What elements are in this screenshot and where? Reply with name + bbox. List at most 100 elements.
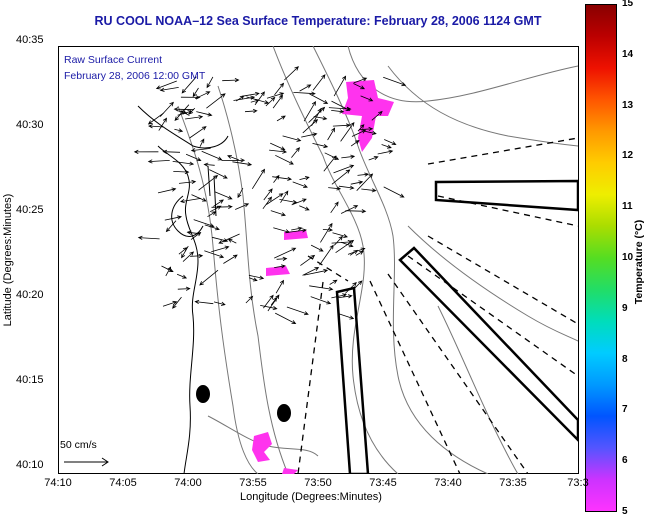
current-vector — [331, 109, 345, 114]
current-vector — [340, 121, 355, 142]
current-vector — [279, 199, 298, 204]
current-vector — [157, 187, 177, 194]
current-vector — [176, 110, 188, 115]
current-vector — [383, 186, 405, 198]
current-vector — [330, 201, 339, 214]
current-vector — [276, 115, 286, 122]
current-vector — [338, 313, 355, 320]
colorbar-tick-label: 8 — [622, 353, 628, 365]
current-vector — [273, 227, 291, 234]
current-vector — [340, 205, 359, 214]
current-vector — [275, 312, 297, 325]
current-vector — [158, 117, 168, 131]
current-vector — [299, 176, 310, 181]
current-vector — [173, 107, 194, 112]
current-vector — [323, 155, 337, 172]
current-vector — [351, 129, 367, 137]
current-vector — [291, 198, 307, 206]
current-vector — [272, 176, 293, 181]
current-vector — [180, 198, 201, 204]
x-axis-title: Longitude (Degrees:Minutes) — [240, 491, 382, 503]
current-vector — [319, 244, 334, 266]
current-vector — [274, 82, 285, 96]
current-vector — [185, 153, 202, 162]
current-vector — [353, 77, 368, 84]
current-vector — [301, 132, 318, 138]
current-vector — [303, 101, 316, 122]
current-vector — [356, 173, 374, 191]
current-vector — [286, 306, 309, 316]
current-vector — [214, 191, 233, 200]
current-vector — [161, 265, 174, 272]
current-vector — [227, 155, 240, 161]
colorbar-tick-label: 14 — [622, 48, 634, 60]
inset-label-2: February 28, 2006 12:00 GMT — [64, 70, 206, 82]
current-vector — [182, 251, 195, 262]
scale-arrow — [64, 457, 109, 467]
current-vector — [273, 174, 280, 183]
current-vector — [349, 249, 359, 256]
x-tick-label: 73:40 — [434, 477, 462, 489]
current-vector — [221, 158, 246, 163]
current-vector — [299, 84, 312, 92]
current-vector — [269, 149, 288, 154]
y-tick-label: 40:35 — [16, 34, 44, 46]
current-vector — [201, 150, 223, 161]
y-tick-label: 40:10 — [16, 459, 44, 471]
current-vector — [304, 268, 329, 276]
current-vector — [199, 138, 205, 147]
current-vector — [148, 124, 165, 129]
current-vector — [272, 94, 284, 109]
current-vector — [313, 116, 328, 121]
current-vector — [291, 226, 303, 231]
current-vector — [360, 95, 374, 102]
current-vector — [263, 294, 274, 309]
current-vector — [181, 76, 197, 94]
current-vector — [137, 235, 160, 240]
survey-boxes — [335, 179, 579, 474]
current-vector — [206, 76, 214, 89]
current-vector — [371, 110, 383, 121]
current-vector — [232, 161, 253, 167]
current-vector — [302, 267, 320, 276]
current-vector — [237, 187, 244, 199]
current-vector — [178, 179, 197, 185]
current-vector — [241, 91, 260, 97]
current-vector — [353, 280, 363, 290]
current-vector — [233, 95, 256, 101]
current-vector — [178, 247, 188, 255]
current-vector — [337, 294, 353, 299]
current-vector — [190, 148, 211, 153]
current-vector — [284, 66, 299, 81]
current-vector — [275, 279, 284, 294]
y-tick-label: 40:30 — [16, 119, 44, 131]
colorbar-tick-label: 13 — [622, 99, 634, 111]
current-vector — [328, 186, 342, 191]
current-vector — [147, 112, 164, 125]
current-vector — [162, 300, 178, 307]
current-vector — [333, 75, 347, 97]
current-vector — [292, 181, 308, 188]
current-vector — [188, 107, 196, 115]
current-vector — [192, 87, 199, 98]
current-vector — [368, 156, 379, 161]
current-vector — [176, 273, 188, 279]
current-vector — [173, 169, 190, 175]
current-vector — [155, 80, 177, 90]
current-vector — [309, 93, 329, 104]
current-vector — [254, 91, 265, 106]
current-vector — [345, 209, 367, 214]
current-vector — [164, 215, 183, 221]
current-vector — [193, 219, 215, 228]
current-vector — [194, 91, 211, 100]
current-vector — [190, 231, 202, 240]
current-vector — [199, 269, 219, 286]
current-vector — [331, 293, 347, 299]
current-vector — [211, 245, 230, 253]
current-vector — [266, 92, 285, 99]
current-vector — [172, 161, 195, 166]
current-vector — [293, 91, 316, 96]
current-vector — [341, 154, 356, 159]
current-vector — [350, 139, 360, 147]
current-vector — [275, 154, 294, 165]
